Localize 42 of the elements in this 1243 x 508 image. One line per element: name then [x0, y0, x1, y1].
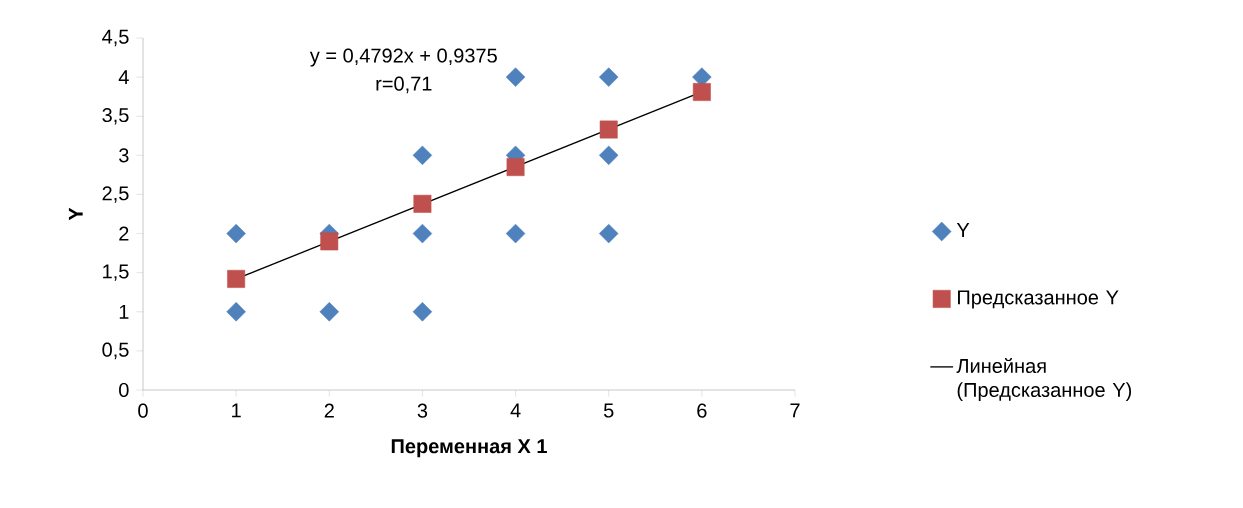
x-tick-label: 2 [324, 403, 334, 418]
x-tick-label: 3 [417, 403, 428, 418]
legend-label: Y [956, 223, 970, 237]
point [599, 223, 619, 244]
point [505, 223, 526, 244]
y-tick-label: 2,5 [102, 186, 129, 203]
point [412, 145, 433, 166]
legend-label: Предсказанное Y [958, 290, 1119, 309]
x-axis-title: Переменная X 1 [391, 439, 547, 458]
point [692, 83, 711, 101]
y-tick-label: 0 [119, 382, 129, 398]
point [227, 269, 246, 288]
x-tick-label: 0 [138, 403, 148, 418]
y-tick-label: 1,5 [103, 264, 129, 281]
annotation: y = 0,4792x + 0,9375 [309, 48, 497, 67]
x-tick-label: 4 [510, 403, 521, 418]
point [506, 158, 525, 177]
point [599, 145, 619, 166]
x-tick-label: 5 [603, 403, 614, 418]
point [599, 67, 619, 87]
point [412, 223, 433, 244]
y-tick-label: 2 [119, 226, 129, 241]
point [319, 302, 339, 322]
x-tick-label: 1 [232, 403, 241, 418]
point [226, 302, 246, 322]
point [226, 223, 246, 244]
y-tick-label: 3 [119, 148, 129, 163]
annotation: r=0,71 [376, 76, 432, 94]
y-tick-label: 3,5 [102, 107, 129, 125]
point [505, 67, 526, 87]
x-tick-label: 7 [790, 403, 800, 418]
y-tick-label: 1 [119, 304, 129, 319]
point [599, 120, 618, 139]
y-tick-label: 4,5 [102, 29, 129, 47]
legend-label: Линейная (Предсказанное Y) [956, 357, 1132, 401]
point [320, 232, 339, 251]
y-tick-label: 4 [118, 70, 129, 84]
point [413, 194, 432, 213]
y-axis-title: Y [68, 207, 83, 221]
y-tick-label: 0,5 [102, 342, 129, 360]
x-tick-label: 6 [697, 403, 707, 418]
point [412, 302, 433, 322]
